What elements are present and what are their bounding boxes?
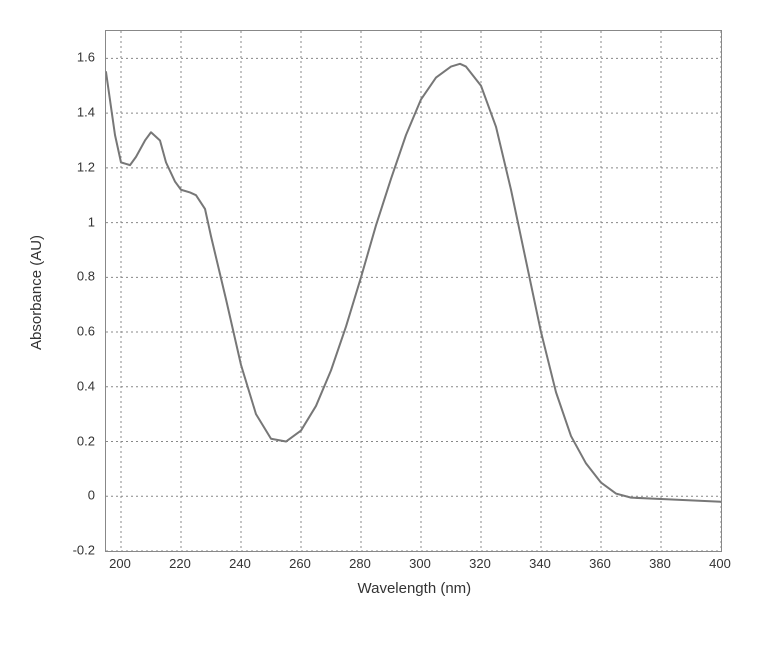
x-tick-label: 360 [589,556,611,571]
x-tick-label: 220 [169,556,191,571]
y-tick-label: 0.2 [77,433,95,448]
y-tick-label: 0.6 [77,324,95,339]
y-tick-label: -0.2 [73,543,95,558]
y-tick-label: 1 [88,214,95,229]
y-tick-label: 0.8 [77,269,95,284]
y-tick-label: 1.6 [77,50,95,65]
x-tick-label: 400 [709,556,731,571]
spectrum-line [106,64,721,502]
x-axis-label: Wavelength (nm) [358,580,472,597]
x-tick-label: 260 [289,556,311,571]
x-tick-label: 200 [109,556,131,571]
y-axis-label: Absorbance (AU) [28,235,45,350]
y-tick-label: 0 [88,488,95,503]
x-tick-label: 380 [649,556,671,571]
chart-svg [106,31,721,551]
y-tick-label: 1.4 [77,105,95,120]
x-tick-label: 320 [469,556,491,571]
plot-area [105,30,722,552]
y-tick-label: 0.4 [77,378,95,393]
x-tick-label: 340 [529,556,551,571]
spectrum-chart: Absorbance (AU) Wavelength (nm) 200 220 24… [0,0,761,645]
x-tick-label: 280 [349,556,371,571]
x-tick-label: 300 [409,556,431,571]
y-tick-label: 1.2 [77,159,95,174]
x-tick-label: 240 [229,556,251,571]
